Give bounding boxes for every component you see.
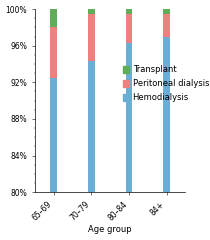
Bar (88, 9, 95, 14)
Bar (88, 14, 95, 61)
Bar (163, 14, 170, 36)
Bar (50, 9, 57, 27)
Bar (163, 36, 170, 192)
Bar (163, 9, 170, 14)
Bar (126, 43, 132, 192)
X-axis label: Age group: Age group (88, 225, 132, 234)
Bar (50, 78, 57, 192)
Legend: Transplant, Peritoneal dialysis, Hemodialysis: Transplant, Peritoneal dialysis, Hemodia… (122, 65, 210, 103)
Bar (126, 14, 132, 43)
Bar (50, 27, 57, 78)
Bar (126, 9, 132, 14)
Bar (88, 61, 95, 192)
